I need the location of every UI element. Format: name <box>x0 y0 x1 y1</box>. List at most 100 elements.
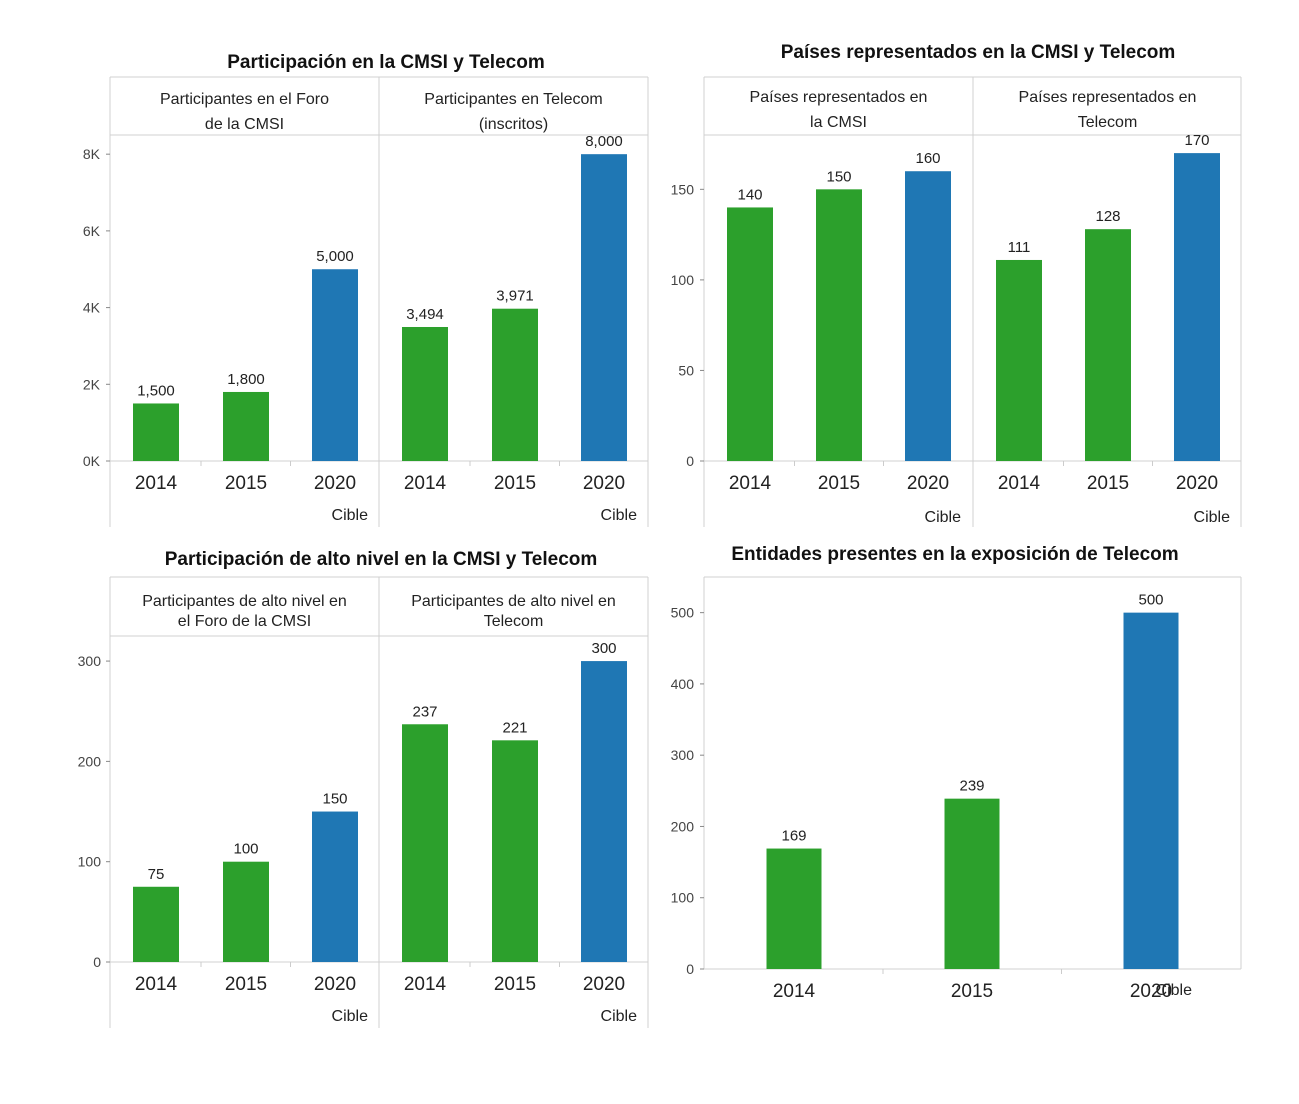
entidades-ytick-label: 300 <box>671 747 695 763</box>
alto-nivel-cible-label: Cible <box>601 1008 638 1025</box>
participacion-value-label: 5,000 <box>316 248 354 265</box>
paises-x-label: 2014 <box>998 473 1041 494</box>
participacion-panel-header: (inscritos) <box>479 116 548 133</box>
entidades-ytick-label: 0 <box>686 961 694 977</box>
paises-chart: Países representados en la CMSI y Teleco… <box>671 42 1242 527</box>
alto-nivel-x-label: 2015 <box>494 974 536 995</box>
alto-nivel-panel-header: Telecom <box>484 613 544 630</box>
participacion-panel-1: Participantes en el Foro de la CMSI 1,500 2… <box>133 91 368 524</box>
participacion-panel-header: Participantes en el Foro <box>160 91 329 108</box>
alto-nivel-panel-2: Participantes de alto nivel en Telecom 237… <box>378 577 638 1028</box>
participacion-x-label: 2014 <box>135 473 178 494</box>
participacion-panel-2: Participantes en Telecom (inscritos) 3,494… <box>378 77 638 527</box>
paises-ytick-label: 0 <box>686 453 694 469</box>
alto-nivel-panel-header: el Foro de la CMSI <box>178 613 311 630</box>
participacion-panel-header: de la CMSI <box>205 116 284 133</box>
paises-panel-header: Países representados en <box>1019 89 1197 106</box>
entidades-x-label: 2015 <box>951 981 993 1002</box>
alto-nivel-ytick-label: 100 <box>78 854 102 870</box>
participacion-x-label: 2015 <box>494 473 536 494</box>
entidades-x-label: 2020 <box>1130 981 1172 1002</box>
paises-value-label: 150 <box>826 168 851 185</box>
participacion-ytick-label: 2K <box>83 376 101 392</box>
participacion-ytick-label: 0K <box>83 453 101 469</box>
alto-nivel-ytick-label: 200 <box>78 753 102 769</box>
paises-bar-2020-target <box>1174 153 1220 461</box>
paises-x-label: 2015 <box>1087 473 1129 494</box>
participacion-value-label: 3,971 <box>496 288 534 305</box>
entidades-ytick-label: 500 <box>671 605 695 621</box>
alto-nivel-bar-2014 <box>133 886 179 962</box>
paises-bar-2014 <box>727 207 773 461</box>
paises-bar-2020-target <box>905 171 951 461</box>
alto-nivel-panel-header: Participantes de alto nivel en <box>142 593 347 610</box>
alto-nivel-x-label: 2015 <box>225 974 267 995</box>
paises-x-label: 2014 <box>729 473 772 494</box>
paises-cible-label: Cible <box>1194 509 1231 526</box>
paises-x-label: 2015 <box>818 473 860 494</box>
entidades-ytick-label: 400 <box>671 676 695 692</box>
alto-nivel-x-label: 2020 <box>583 974 625 995</box>
paises-bar-2014 <box>996 259 1042 461</box>
paises-x-label: 2020 <box>907 473 949 494</box>
participacion-panel-header: Participantes en Telecom <box>424 91 602 108</box>
paises-panel-2: Países representados en Telecom 111 2014 128… <box>972 77 1231 527</box>
participacion-bar-2020-target <box>312 269 358 461</box>
paises-value-label: 128 <box>1095 208 1120 225</box>
alto-nivel-value-label: 300 <box>591 640 616 657</box>
alto-nivel-bar-2014 <box>402 724 448 962</box>
alto-nivel-panel-1: Participantes de alto nivel en el Foro de… <box>133 593 368 1025</box>
participacion-x-label: 2015 <box>225 473 267 494</box>
paises-bar-2015 <box>816 189 862 462</box>
alto-nivel-panel-header: Participantes de alto nivel en <box>411 593 616 610</box>
entidades-bar-2020-target <box>1123 612 1179 969</box>
participacion-chart: Participación en la CMSI y Telecom 0K 2K 4K… <box>83 52 649 527</box>
paises-panel-header: Países representados en <box>750 89 928 106</box>
participacion-bar-2020-target <box>581 154 627 462</box>
entidades-x-label: 2014 <box>773 981 816 1002</box>
entidades-bar-2015 <box>944 798 1000 969</box>
alto-nivel-bar-2015 <box>223 861 269 962</box>
alto-nivel-x-label: 2014 <box>135 974 178 995</box>
paises-value-label: 170 <box>1184 132 1209 149</box>
paises-value-label: 160 <box>915 150 940 167</box>
alto-nivel-title: Participación de alto nivel en la CMSI y… <box>165 549 598 570</box>
participacion-ytick-label: 4K <box>83 300 101 316</box>
entidades-title: Entidades presentes en la exposición de … <box>731 544 1178 565</box>
entidades-chart: Entidades presentes en la exposición de … <box>671 544 1242 1002</box>
alto-nivel-ytick-label: 0 <box>93 954 101 970</box>
participacion-value-label: 1,800 <box>227 371 265 388</box>
participacion-title: Participación en la CMSI y Telecom <box>227 52 544 73</box>
paises-panel-1: Países representados en la CMSI 140 2014 150… <box>727 89 961 526</box>
paises-value-label: 111 <box>1008 239 1031 256</box>
entidades-value-label: 239 <box>959 778 984 795</box>
paises-ytick-label: 50 <box>678 362 694 378</box>
participacion-value-label: 8,000 <box>585 133 623 150</box>
participacion-value-label: 3,494 <box>406 306 444 323</box>
participacion-bar-2014 <box>133 403 179 461</box>
alto-nivel-value-label: 237 <box>412 703 437 720</box>
entidades-cible-label: Cible <box>1156 982 1193 999</box>
paises-panel-header: Telecom <box>1078 114 1138 131</box>
alto-nivel-bar-2015 <box>492 740 538 962</box>
paises-value-label: 140 <box>737 186 762 203</box>
participacion-x-label: 2014 <box>404 473 447 494</box>
alto-nivel-value-label: 100 <box>233 841 258 858</box>
participacion-x-label: 2020 <box>583 473 625 494</box>
participacion-cible-label: Cible <box>601 507 638 524</box>
participacion-bar-2015 <box>223 391 269 461</box>
entidades-value-label: 500 <box>1138 592 1163 609</box>
alto-nivel-bar-2020-target <box>581 661 627 962</box>
paises-bar-2015 <box>1085 229 1131 461</box>
participacion-value-label: 1,500 <box>137 382 175 399</box>
paises-ytick-label: 150 <box>671 181 695 197</box>
entidades-value-label: 169 <box>781 828 806 845</box>
alto-nivel-value-label: 150 <box>322 791 347 808</box>
alto-nivel-bar-2020-target <box>312 811 358 962</box>
participacion-x-label: 2020 <box>314 473 356 494</box>
paises-ytick-label: 100 <box>671 272 695 288</box>
paises-title: Países representados en la CMSI y Teleco… <box>781 42 1176 63</box>
entidades-ytick-label: 200 <box>671 818 695 834</box>
